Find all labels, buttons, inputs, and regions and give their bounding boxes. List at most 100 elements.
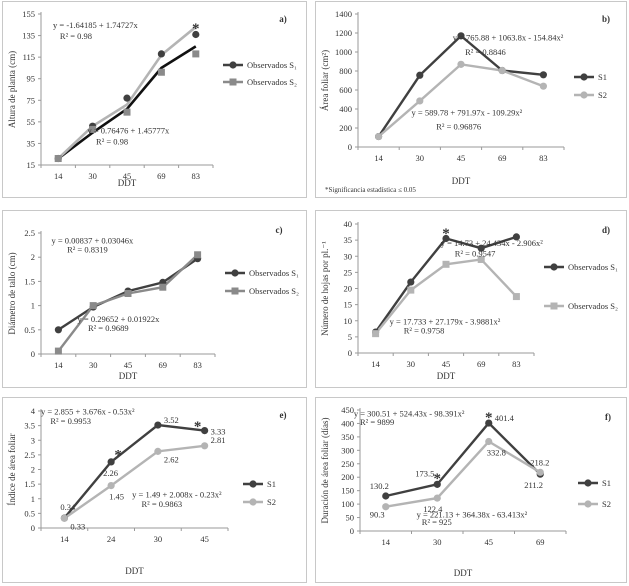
significance-marker: * [485, 410, 493, 426]
y-tick-label: 400 [341, 418, 354, 428]
regression-annotation: R² = 0.9547 [455, 248, 496, 258]
y-tick-label: 1.5 [24, 276, 35, 286]
x-tick-label: 30 [89, 360, 98, 370]
series-2-line [57, 253, 199, 352]
legend-swatch-marker [249, 480, 257, 488]
legend-label: Observados S₁ [568, 262, 618, 272]
chart-a: 15 35 55 75 95 115 135 155 14 30 45 69 83 DDT Altura d… [7, 9, 297, 188]
legend-label: S1 [267, 479, 276, 489]
x-tick-label: 24 [107, 534, 116, 544]
x-axis-title: DDT [452, 176, 471, 186]
y-tick-label: 1400 [335, 9, 352, 19]
y-tick-label: 1000 [335, 47, 352, 57]
regression-annotation: y = 221.13 + 364.38x - 63.413x² [417, 510, 528, 520]
x-tick-label: 45 [442, 359, 451, 369]
series-2-point [485, 437, 493, 446]
series-1-point [107, 458, 115, 466]
legend-label: Observados S₂ [247, 77, 297, 87]
x-tick-label: 30 [407, 359, 416, 369]
chart-e: 0 0.5 1 1.5 2 2.5 3 3.5 4 14 24 30 45 DDT Índice de ár… [7, 406, 287, 576]
series-2-point [159, 283, 167, 291]
x-tick-label: 83 [192, 171, 201, 181]
legend-swatch-marker [231, 269, 239, 277]
series-2-point [60, 514, 68, 522]
y-tick-label: 75 [27, 95, 36, 105]
y-tick-label: 5 [348, 332, 352, 342]
series-2-point [512, 293, 520, 301]
legend-label: S1 [602, 478, 611, 488]
series-2-line [385, 439, 541, 508]
legend-label: Observados S₂ [568, 301, 618, 311]
y-tick-label: 0 [348, 348, 352, 358]
y-tick-label: 25 [344, 267, 353, 277]
regression-annotation: R² = 0.98 [60, 31, 92, 41]
series-2-data-label: 1.45 [109, 492, 124, 502]
x-tick-label: 45 [485, 537, 494, 547]
regression-annotation: R² = 9899 [360, 417, 394, 427]
legend-swatch-marker [550, 302, 558, 310]
regression-annotation: y = 0.00837 + 0.03046x [51, 236, 134, 246]
x-axis-title: DDT [125, 566, 144, 576]
chart-panel-d: 0 5 10 15 20 25 30 35 40 14 30 45 69 83 DDT Número de h… [315, 210, 627, 388]
series-1-data-label: 3.52 [164, 415, 179, 425]
x-tick-label: 83 [539, 153, 548, 163]
series-1-point [192, 30, 200, 39]
series-2-point [54, 347, 62, 355]
x-tick-label: 30 [88, 171, 97, 181]
y-axis-title: Altura de planta (cm) [7, 51, 17, 128]
legend-swatch-marker [229, 78, 237, 86]
legend-label: S2 [602, 499, 611, 509]
series-1-point [407, 278, 415, 286]
series-1-point [457, 32, 465, 40]
series-1-line [385, 421, 542, 498]
series-2-point [89, 125, 97, 133]
y-tick-label: 0 [31, 349, 35, 359]
y-tick-label: 15 [344, 300, 353, 310]
significance-marker: * [194, 419, 202, 435]
series-2-data-label: 218.2 [530, 457, 549, 467]
y-tick-label: 0 [31, 523, 35, 533]
series-1-point [539, 71, 547, 79]
regression-annotation: R² = 0.9689 [88, 323, 129, 333]
series-2-data-label: 2.81 [211, 435, 226, 445]
series-1-point [123, 94, 131, 102]
y-tick-label: 1200 [335, 28, 352, 38]
regression-annotation: R² = 0.96876 [436, 121, 481, 131]
series-2-point [416, 97, 424, 105]
panel-label: b) [602, 14, 610, 24]
y-tick-label: 0.5 [24, 325, 35, 335]
y-tick-label: 350 [341, 432, 354, 442]
legend-swatch-marker [584, 479, 592, 487]
series-2-point [201, 442, 209, 450]
regression-annotation: R² = 0.8319 [67, 244, 108, 254]
y-tick-label: 3 [31, 435, 35, 445]
y-tick-label: 400 [339, 104, 352, 114]
panel-label: e) [280, 410, 287, 420]
y-tick-label: 0 [348, 142, 352, 152]
y-tick-label: 35 [27, 138, 36, 148]
x-tick-label: 45 [123, 171, 132, 181]
y-tick-label: 35 [344, 235, 353, 245]
series-2-data-label: 90.3 [370, 510, 385, 520]
series-1-point [157, 50, 165, 58]
x-tick-label: 69 [536, 537, 545, 547]
regression-annotation: y = 14.73 + 24.434x - 2.906x² [441, 238, 544, 248]
x-tick-label: 69 [498, 153, 507, 163]
series-2-data-label: 0.33 [70, 521, 85, 531]
y-axis-title: Número de hojas por pl.⁻¹ [320, 241, 330, 336]
legend-swatch-marker [231, 287, 239, 295]
series-1-data-label: 0.34 [60, 502, 76, 512]
regression-annotation: R² = 0.9863 [142, 499, 183, 509]
x-axis-title: DDT [118, 178, 137, 188]
chart-panel-f: 0 50 100 150 200 250 300 350 400 450 14 30 45 69 DDT Du… [315, 397, 627, 583]
y-axis-title: Duración de área foliar (días) [320, 418, 330, 524]
series-1-data-label: 401.4 [495, 413, 515, 423]
series-2-point [194, 251, 202, 259]
series-2-point [107, 481, 115, 490]
y-tick-label: 2 [31, 252, 35, 262]
x-tick-label: 30 [433, 537, 442, 547]
chart-b: 0 200 400 600 800 1000 1200 1400 14 30 45 69 83 DDT Ár… [320, 9, 610, 186]
x-tick-label: 14 [54, 360, 63, 370]
y-tick-label: 10 [344, 316, 353, 326]
legend-swatch-marker [249, 498, 257, 506]
